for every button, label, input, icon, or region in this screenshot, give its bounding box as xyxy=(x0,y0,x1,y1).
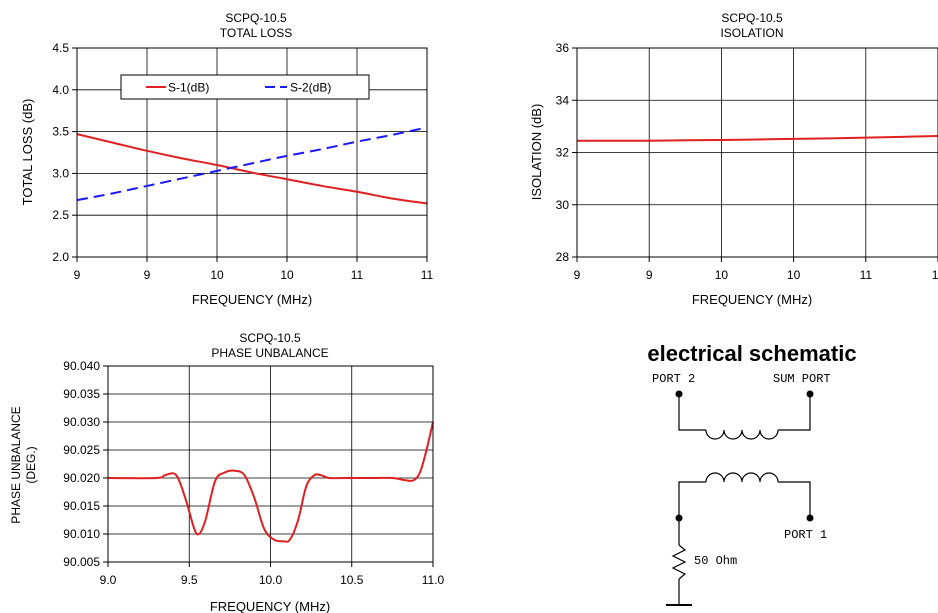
y-tick-label: 36 xyxy=(556,41,570,55)
sum-port-label: SUM PORT xyxy=(773,372,831,386)
chart-subtitle: PHASE UNBALANCE xyxy=(211,346,328,360)
port-1-label: PORT 1 xyxy=(784,528,827,542)
x-tick-label: 10 xyxy=(280,268,294,282)
y-tick-label: 4.0 xyxy=(52,83,69,97)
plot-area-frame xyxy=(107,365,434,563)
y-tick-label: 3.5 xyxy=(52,125,69,139)
resistor-symbol xyxy=(671,544,687,580)
secondary-coil xyxy=(705,472,779,483)
y-tick-label: 90.020 xyxy=(63,471,100,485)
x-tick-label: 11 xyxy=(932,268,938,282)
series-line-iso-0 xyxy=(576,135,938,142)
y-tick-label: 90.015 xyxy=(63,499,100,513)
wiring xyxy=(666,394,811,606)
connection-dots xyxy=(675,390,814,522)
y-tick-label: 30 xyxy=(556,198,570,212)
y-tick-label: 34 xyxy=(556,93,570,107)
legend: S-1(dB) S-2(dB) xyxy=(120,74,370,100)
y-tick-label: 4.5 xyxy=(52,41,69,55)
y-tick-label: 28 xyxy=(556,250,570,264)
y-tick-label: 3.0 xyxy=(52,166,69,180)
port-2-label: PORT 2 xyxy=(652,372,695,386)
y-tick-label: 2.0 xyxy=(52,250,69,264)
x-axis-label: FREQUENCY (MHz) xyxy=(192,292,312,307)
chart-subtitle: TOTAL LOSS xyxy=(220,26,292,40)
x-axis-label: FREQUENCY (MHz) xyxy=(692,292,812,307)
x-tick-label: 10 xyxy=(210,268,224,282)
primary-coil xyxy=(705,429,779,440)
chart-title: SCPQ-10.5 xyxy=(225,11,287,25)
y-tick-label: 90.030 xyxy=(63,415,100,429)
x-tick-label: 11.0 xyxy=(422,573,445,587)
x-tick-label: 11 xyxy=(421,268,434,282)
y-tick-label: 90.040 xyxy=(63,359,100,373)
chart-title: SCPQ-10.5 xyxy=(721,11,783,25)
x-tick-label: 11 xyxy=(860,268,873,282)
y-axis-label: PHASE UNBALANCE xyxy=(9,406,23,523)
resistor-value-label: 50 Ohm xyxy=(694,554,737,568)
y-tick-label: 2.5 xyxy=(52,208,69,222)
port-1-dot xyxy=(806,514,814,522)
y-axis-label: TOTAL LOSS (dB) xyxy=(20,99,35,206)
y-tick-label: 90.010 xyxy=(63,527,100,541)
x-tick-label: 10 xyxy=(715,268,729,282)
isolation-chart: SCPQ-10.5 ISOLATION 9 9 10 10 11 11 28 30 32 34 36… xyxy=(529,11,938,307)
series-line-phase-0 xyxy=(107,421,434,543)
y-axis-label-unit: (DEG.) xyxy=(24,446,38,483)
y-axis-label: ISOLATION (dB) xyxy=(529,104,544,201)
x-tick-label: 9 xyxy=(574,268,581,282)
x-tick-label: 10 xyxy=(787,268,801,282)
x-tick-label: 9.0 xyxy=(100,573,117,587)
x-tick-label: 11 xyxy=(351,268,364,282)
x-tick-label: 10.5 xyxy=(340,573,364,587)
y-tick-label: 32 xyxy=(556,146,570,160)
y-tick-label: 90.035 xyxy=(63,387,100,401)
plot-area-frame xyxy=(76,47,428,258)
port-2-dot xyxy=(675,390,683,398)
x-tick-label: 9 xyxy=(74,268,81,282)
legend-label-s2: S-2(dB) xyxy=(290,81,331,95)
y-tick-label: 90.025 xyxy=(63,443,100,457)
x-tick-label: 9.5 xyxy=(181,573,198,587)
x-axis-label: FREQUENCY (MHz) xyxy=(210,599,330,613)
electrical-schematic: electrical schematic PORT 2 SUM PORT POR… xyxy=(647,341,857,606)
y-tick-label: 90.005 xyxy=(63,555,100,569)
series-line-loss-1 xyxy=(76,126,428,202)
x-tick-label: 10.0 xyxy=(259,573,283,587)
schematic-title: electrical schematic xyxy=(647,341,856,366)
series-line-loss-0 xyxy=(76,133,428,205)
junction-dot xyxy=(675,514,683,522)
total-loss-chart: SCPQ-10.5 TOTAL LOSS 9 9 10 10 11 11 2.0 2.5 3.0… xyxy=(20,11,434,307)
x-tick-label: 9 xyxy=(144,268,151,282)
sum-port-dot xyxy=(806,390,814,398)
legend-label-s1: S-1(dB) xyxy=(168,81,209,95)
chart-title: SCPQ-10.5 xyxy=(239,331,301,345)
phase-unbalance-chart: SCPQ-10.5 PHASE UNBALANCE 9.0 9.5 10.0 10.5… xyxy=(9,331,445,613)
plot-area-frame xyxy=(576,47,938,258)
x-tick-label: 9 xyxy=(646,268,653,282)
chart-subtitle: ISOLATION xyxy=(720,26,783,40)
